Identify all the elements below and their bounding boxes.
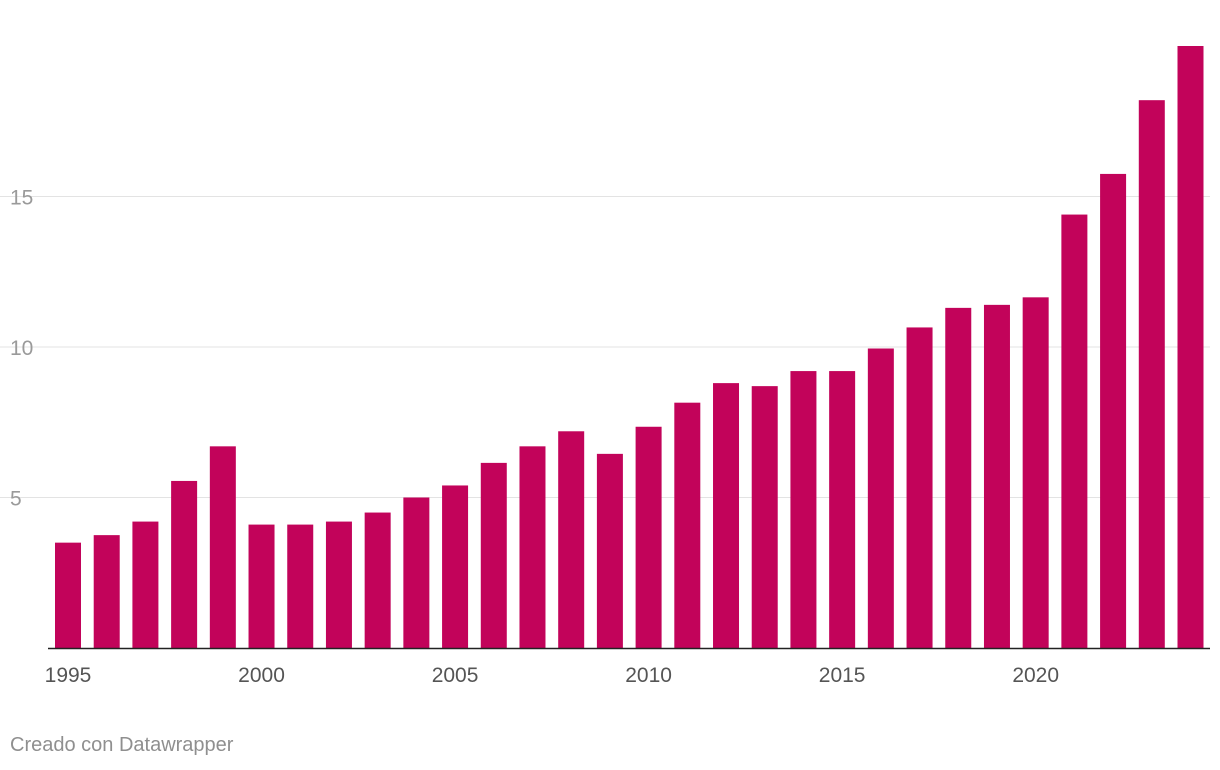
bar-2018: [945, 307, 972, 648]
x-tick-label: 1995: [45, 664, 92, 687]
bar-1995: [55, 542, 81, 648]
bar-2012: [713, 383, 740, 648]
bar-2007: [519, 446, 546, 648]
bar-2019: [983, 304, 1010, 648]
bar-2017: [906, 327, 933, 648]
bar-2008: [558, 431, 585, 648]
bar-2002: [325, 521, 352, 648]
bar-2011: [674, 402, 701, 648]
bar-2006: [480, 462, 507, 648]
x-tick-label: 2005: [432, 664, 479, 687]
y-axis-tick-labels: 5 10 15: [10, 187, 33, 511]
bar-2004: [403, 497, 430, 648]
bar-2023: [1138, 100, 1165, 649]
y-tick-label: 15: [10, 187, 33, 210]
bar-2016: [867, 348, 894, 648]
bar-2015: [829, 371, 856, 648]
bar-1996: [93, 535, 120, 649]
y-tick-label: 10: [10, 337, 33, 360]
datawrapper-credit: Creado con Datawrapper: [10, 734, 234, 756]
bar-2014: [790, 371, 817, 648]
bar-1999: [209, 446, 236, 648]
bar-2010: [635, 426, 662, 648]
x-tick-label: 2010: [625, 664, 672, 687]
bar-2001: [287, 524, 314, 648]
x-axis-tick-labels: 1995 2000 2005 2010 2015 2020: [45, 664, 1059, 687]
bars: [55, 46, 1204, 649]
bar-2000: [248, 524, 275, 648]
bar-2024: [1177, 46, 1204, 648]
bar-2021: [1061, 214, 1088, 648]
x-tick-label: 2000: [238, 664, 285, 687]
bar-2022: [1100, 173, 1127, 649]
bar-2009: [596, 453, 623, 648]
bar-2003: [364, 512, 391, 648]
bar-1997: [132, 521, 159, 648]
x-tick-label: 2020: [1012, 664, 1059, 687]
bar-2005: [442, 485, 469, 648]
bar-1998: [171, 480, 198, 648]
bar-2020: [1022, 297, 1049, 648]
bar-chart: 5 10 15 1995 2000 2005 2010 2015 2020: [0, 46, 1210, 687]
bar-2013: [751, 386, 778, 648]
x-tick-label: 2015: [819, 664, 866, 687]
y-tick-label: 5: [10, 488, 22, 511]
